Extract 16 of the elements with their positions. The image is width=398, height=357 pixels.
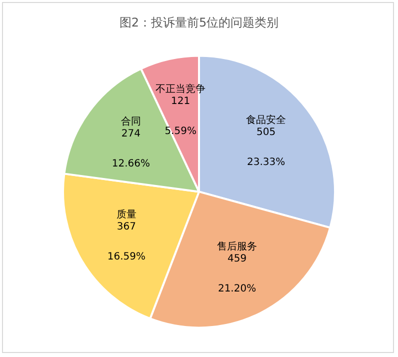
data-label: 505 (256, 127, 276, 138)
slice-label: 不正当竞争 (156, 83, 206, 96)
chart-title: 图2：投诉量前5位的问题类别 (119, 15, 279, 30)
slice-label: 售后服务 (217, 240, 258, 253)
text: 23.33% (246, 157, 286, 168)
text: 21.20% (218, 284, 256, 295)
text: 16.59% (107, 251, 146, 262)
data-label: 121 (171, 96, 190, 108)
slice-label: 质量 (116, 208, 136, 220)
text: 12.66% (112, 158, 150, 170)
text: 5.59% (164, 126, 196, 138)
slice-label: 合同 (120, 116, 141, 128)
slice-label: 食品安全 (246, 114, 286, 126)
data-label: 367 (116, 221, 136, 232)
data-label: 459 (227, 254, 247, 265)
data-label: 274 (121, 128, 140, 140)
